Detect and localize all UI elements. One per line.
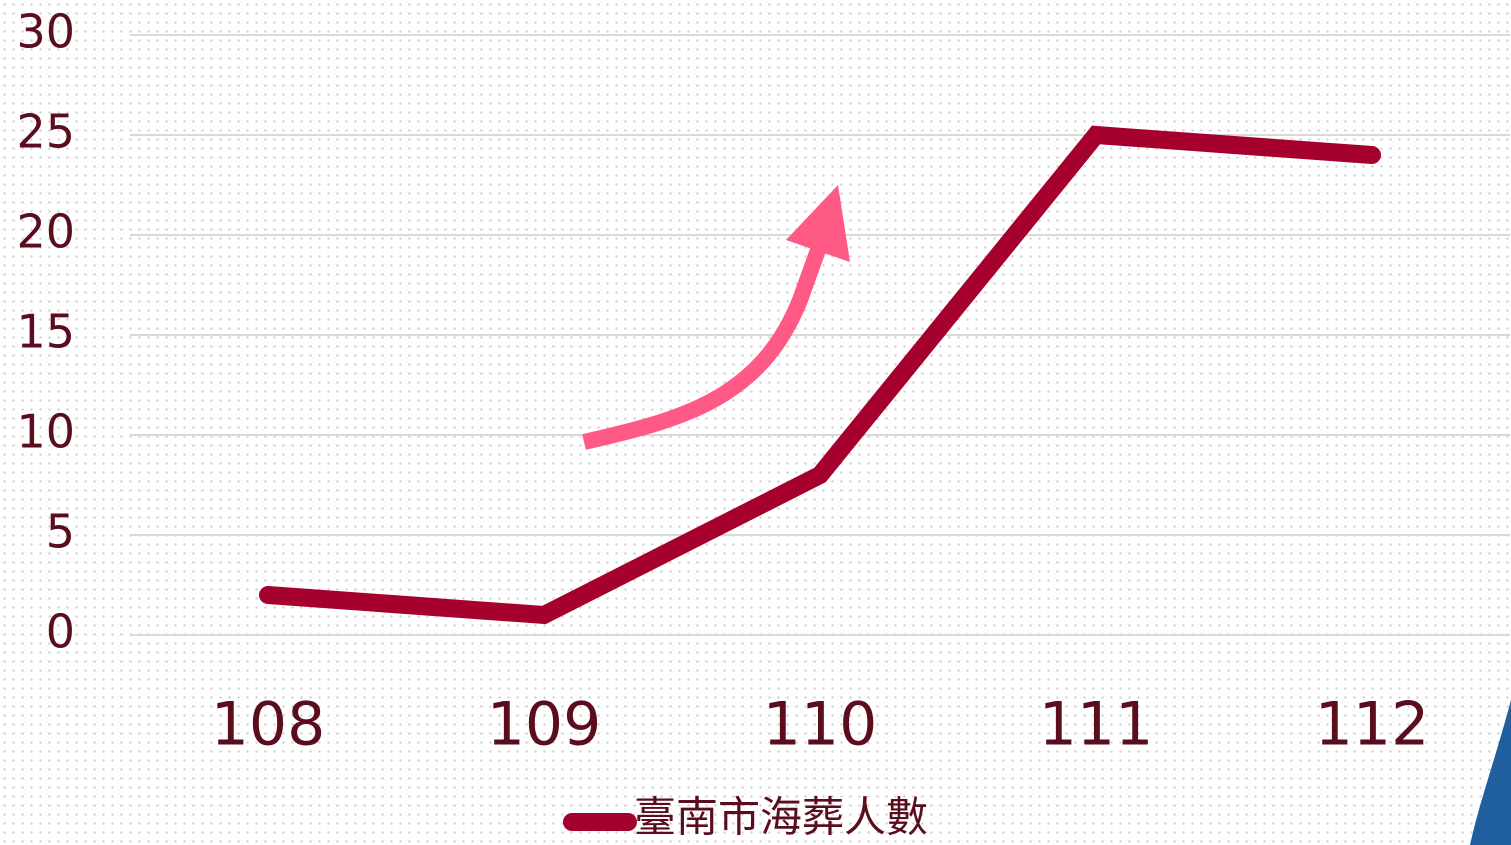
corner-decoration: [1470, 700, 1511, 845]
y-tick-label: 20: [16, 205, 75, 259]
x-tick-label: 110: [763, 690, 878, 760]
x-tick-label: 111: [1039, 690, 1154, 760]
y-tick-label: 0: [46, 605, 75, 659]
y-tick-label: 25: [16, 105, 75, 159]
trend-arrow-shaft: [582, 247, 826, 450]
x-tick-label: 112: [1315, 690, 1430, 760]
y-tick-label: 30: [16, 5, 75, 59]
y-tick-label: 15: [16, 305, 75, 359]
y-tick-label: 10: [16, 405, 75, 459]
legend-label: 臺南市海葬人數: [634, 793, 928, 842]
x-tick-label: 109: [487, 690, 602, 760]
data-line: [259, 125, 1381, 625]
x-tick-label: 108: [211, 690, 326, 760]
y-tick-label: 5: [46, 505, 75, 559]
trend-arrow-head: [786, 185, 850, 262]
